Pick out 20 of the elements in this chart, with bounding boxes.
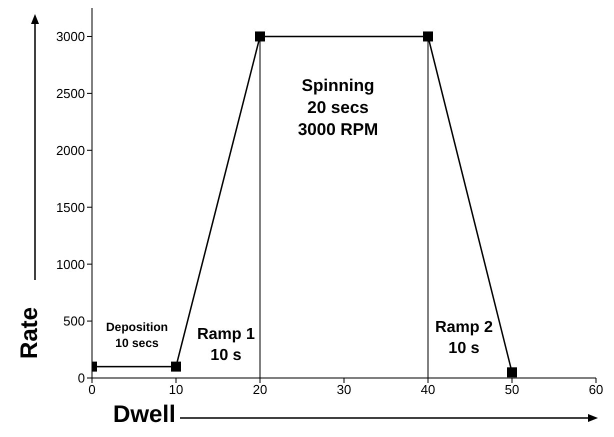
x-tick-label: 20 <box>252 382 268 398</box>
y-tick-label: 500 <box>63 314 85 329</box>
y-tick-label: 2000 <box>56 142 85 158</box>
y-tick-label: 1000 <box>56 256 85 272</box>
annotation: Spinning 20 secs 3000 RPM <box>298 75 378 142</box>
x-tick-label: 40 <box>420 382 436 398</box>
annotation: Ramp 1 10 s <box>197 325 255 366</box>
y-axis-title: Rate <box>16 306 44 360</box>
x-tick-label: 30 <box>336 382 352 398</box>
x-axis-title: Dwell <box>113 401 176 429</box>
x-tick-label: 10 <box>168 382 184 398</box>
y-tick-label: 2500 <box>56 86 85 101</box>
y-tick-label: 0 <box>78 370 85 386</box>
x-tick-label: 50 <box>504 382 520 398</box>
x-tick-label: 60 <box>588 382 604 398</box>
annotation: Deposition 10 secs <box>106 320 168 352</box>
y-tick-label: 1500 <box>56 200 85 215</box>
x-tick-label: 0 <box>88 382 96 398</box>
y-tick-label: 3000 <box>56 29 85 44</box>
annotation: Ramp 2 10 s <box>435 318 493 359</box>
